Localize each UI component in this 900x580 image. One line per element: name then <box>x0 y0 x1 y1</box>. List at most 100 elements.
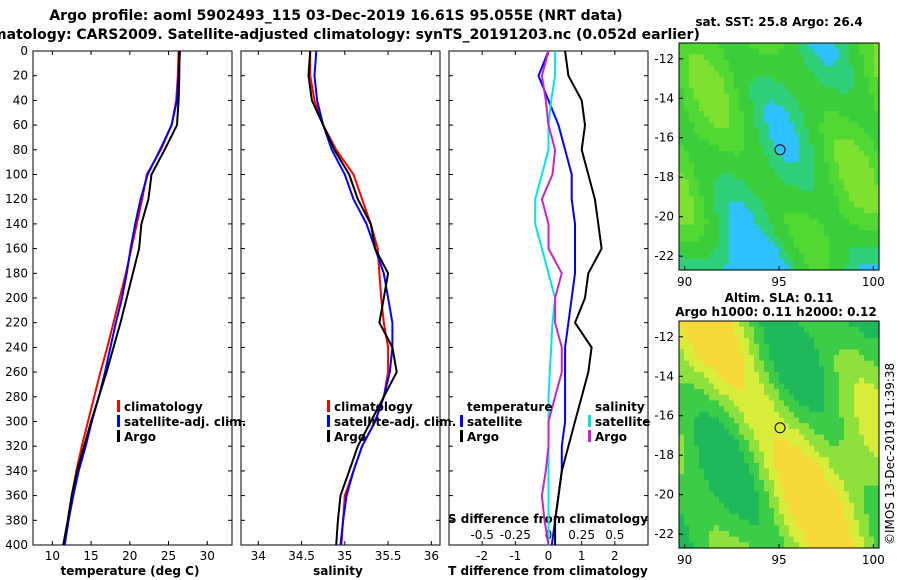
map-cell <box>829 536 835 543</box>
map-cell <box>719 423 725 430</box>
map-cell <box>679 332 685 339</box>
map-cell <box>804 94 810 101</box>
map-cell <box>739 434 745 441</box>
map-cell <box>719 428 725 436</box>
map-cell <box>869 525 875 532</box>
map-cell <box>809 111 815 118</box>
map-cell <box>779 179 785 186</box>
map-cell <box>784 462 790 470</box>
map-cell <box>784 474 790 481</box>
map-cell <box>809 496 815 504</box>
map-cell <box>759 377 765 385</box>
map-cell <box>864 150 870 158</box>
map-cell <box>794 411 800 419</box>
map-cell <box>699 519 705 526</box>
map-cell <box>734 349 740 356</box>
map-cell <box>714 201 720 209</box>
map-cell <box>839 349 845 356</box>
map-cell <box>734 167 740 175</box>
map-cell <box>769 190 775 197</box>
series-line-t-satellite <box>537 50 576 546</box>
map-cell <box>779 451 785 458</box>
map-cell <box>859 252 865 260</box>
map-cell <box>774 179 780 186</box>
map-cell <box>729 542 735 549</box>
map-cell <box>799 360 805 367</box>
map-cell <box>734 207 740 214</box>
map-cell <box>784 468 790 475</box>
map-cell <box>869 389 875 396</box>
legend-swatch-s-argo <box>588 430 591 442</box>
map-cell <box>849 474 855 481</box>
map-cell <box>759 525 765 532</box>
map-cell <box>719 321 725 328</box>
map-cell <box>864 377 870 385</box>
map-cell <box>859 400 865 407</box>
map-cell <box>739 167 745 175</box>
map-cell <box>864 417 870 424</box>
map-cell <box>794 434 800 441</box>
map-cell <box>804 247 810 254</box>
map-cell <box>729 423 735 430</box>
map-cell <box>779 519 785 526</box>
map-cell <box>804 457 810 464</box>
map-cell <box>704 496 710 504</box>
map-cell <box>689 247 695 254</box>
map-cell <box>874 343 880 350</box>
map-cell <box>864 65 870 72</box>
map-cell <box>839 428 845 436</box>
map-cell <box>789 133 795 141</box>
map-cell <box>824 150 830 158</box>
map-cell <box>779 536 785 543</box>
map-cell <box>859 406 865 413</box>
map-cell <box>839 218 845 226</box>
map-cell <box>784 349 790 356</box>
map-cell <box>839 434 845 441</box>
map-cell <box>694 434 700 441</box>
map-cell <box>684 355 690 362</box>
map-cell <box>849 525 855 532</box>
map-cell <box>699 111 705 118</box>
map-cell <box>869 190 875 197</box>
map-cell <box>709 224 715 231</box>
map-cell <box>774 355 780 362</box>
map-cell <box>819 462 825 470</box>
map-cell <box>824 462 830 470</box>
map-cell <box>769 43 775 50</box>
map-cell <box>849 383 855 390</box>
map-cell <box>774 530 780 538</box>
map-cell <box>744 496 750 504</box>
map-cell <box>809 43 815 50</box>
map-cell <box>869 536 875 543</box>
map-cell <box>854 71 860 78</box>
map-cell <box>814 406 820 413</box>
map-cell <box>754 60 760 67</box>
map-cell <box>694 417 700 424</box>
map-cell <box>724 218 730 226</box>
map-cell <box>809 434 815 441</box>
map-cell <box>729 201 735 209</box>
map-cell <box>809 338 815 345</box>
map-cell <box>774 230 780 237</box>
map-cell <box>774 116 780 124</box>
map-cell <box>799 479 805 487</box>
map-cell <box>789 190 795 197</box>
map-cell <box>839 71 845 78</box>
map-cell <box>739 360 745 367</box>
map-cell <box>684 196 690 203</box>
map-cell <box>714 139 720 146</box>
map-cell <box>794 179 800 186</box>
map-cell <box>684 372 690 379</box>
map-cell <box>824 513 830 521</box>
map-cell <box>754 474 760 481</box>
map-cell <box>834 457 840 464</box>
map-cell <box>814 479 820 487</box>
map-cell <box>829 383 835 390</box>
map-cell <box>794 77 800 84</box>
map-cell <box>754 156 760 163</box>
map-cell <box>764 332 770 339</box>
map-cell <box>834 462 840 470</box>
map-cell <box>734 366 740 373</box>
map-cell <box>834 139 840 146</box>
map-cell <box>834 264 840 271</box>
